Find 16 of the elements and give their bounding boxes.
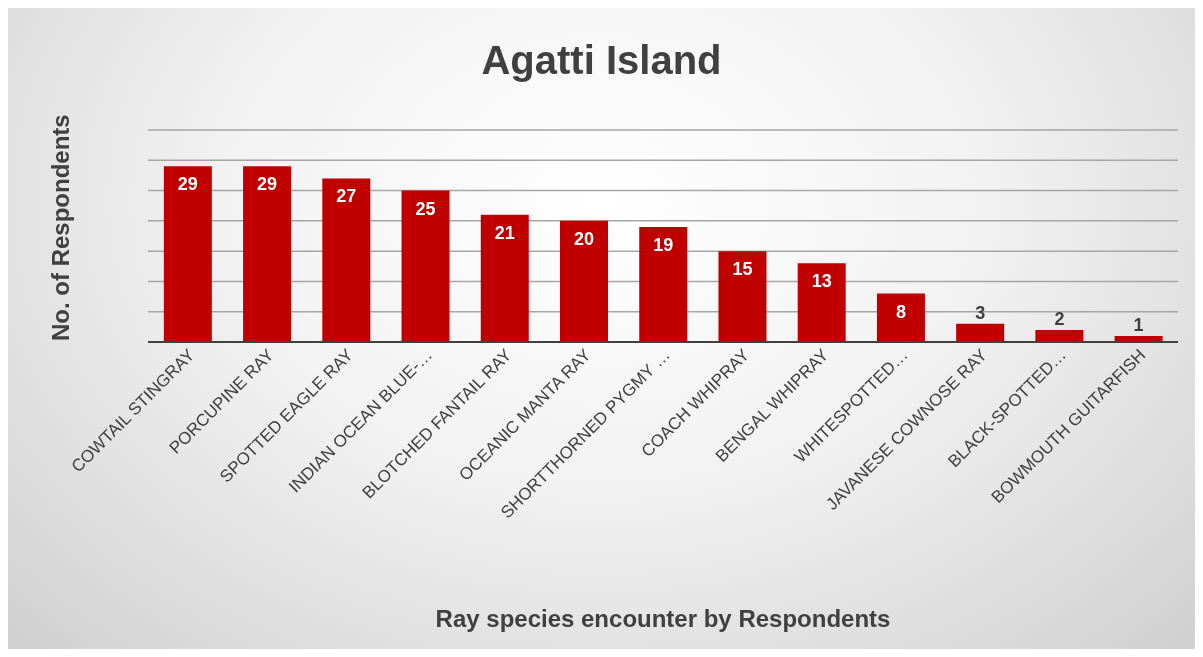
data-label: 27 [336, 186, 357, 207]
data-label: 15 [732, 259, 753, 280]
data-label: 2 [1054, 308, 1065, 329]
chart-title: Agatti Island [480, 38, 723, 83]
data-label: 1 [1133, 314, 1144, 335]
y-axis-title: No. of Respondents [46, 114, 74, 341]
data-label: 25 [415, 198, 436, 219]
data-label: 3 [975, 302, 986, 323]
data-label: 8 [895, 301, 906, 322]
data-label: 21 [494, 222, 515, 243]
data-label: 19 [653, 234, 674, 255]
data-label: 20 [573, 228, 595, 249]
data-label: 13 [811, 271, 832, 292]
data-label: 29 [257, 174, 278, 195]
x-axis-title: Ray species encounter by Respondents [435, 605, 891, 632]
data-label: 29 [177, 174, 198, 195]
